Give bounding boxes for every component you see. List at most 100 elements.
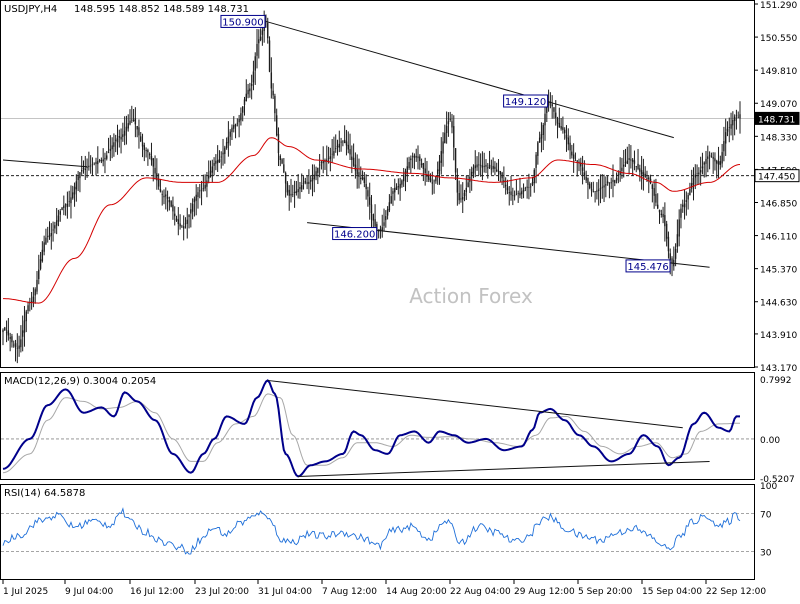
candle-body <box>199 190 201 192</box>
candle-body <box>186 219 188 224</box>
candle-body <box>288 189 290 196</box>
candle-body <box>707 156 709 159</box>
candle-body <box>406 166 408 174</box>
candle-body <box>132 119 135 121</box>
candle-body <box>410 158 412 161</box>
candle-body <box>202 188 205 190</box>
candle-body <box>667 236 670 252</box>
candle-body <box>624 162 627 163</box>
candle-body <box>540 134 543 139</box>
time-tick-label: 5 Sep 20:00 <box>578 587 633 597</box>
candle-body <box>61 207 63 210</box>
candle-body <box>293 191 296 194</box>
candle-body <box>440 151 442 163</box>
candle-body <box>218 159 221 163</box>
candle-body <box>89 165 92 167</box>
candle-body <box>660 213 662 215</box>
candle-body <box>36 279 38 292</box>
macd-tick-label: 0.00 <box>760 436 780 446</box>
candle-body <box>318 164 321 166</box>
candle-body <box>358 172 360 178</box>
candle-body <box>95 161 97 165</box>
candle-body <box>474 165 476 169</box>
candle-body <box>472 167 475 174</box>
candle-body <box>599 188 602 190</box>
candle-body <box>27 305 29 312</box>
current-price-label: 148.731 <box>758 115 795 125</box>
candle-body <box>578 161 580 164</box>
candle-body <box>64 204 67 206</box>
price-tick-label: 150.550 <box>760 34 797 44</box>
candle-body <box>2 329 4 333</box>
time-tick-label: 9 Jul 04:00 <box>65 587 114 597</box>
candle-body <box>728 127 730 128</box>
candle-body <box>122 134 124 137</box>
candle-body <box>342 141 344 143</box>
candle-body <box>687 195 689 200</box>
candle-body <box>530 186 532 188</box>
candle-body <box>211 166 213 173</box>
candle-body <box>175 218 178 221</box>
candle-body <box>621 167 623 171</box>
candle-body <box>16 347 19 349</box>
candle-body <box>623 164 625 167</box>
candle-body <box>556 118 559 124</box>
candle-body <box>419 156 421 162</box>
candle-body <box>701 166 704 169</box>
candle-body <box>682 204 684 207</box>
candle-body <box>657 204 659 209</box>
candle-body <box>145 150 147 152</box>
candle-body <box>365 183 367 189</box>
candle-body <box>356 169 358 175</box>
candle-body <box>125 126 128 131</box>
candle-body <box>63 205 65 209</box>
candle-body <box>383 222 385 226</box>
time-tick-label: 22 Sep 12:00 <box>706 587 766 597</box>
candle-body <box>501 172 503 179</box>
candle-body <box>123 130 126 136</box>
candle-body <box>730 124 732 129</box>
candle-body <box>642 172 645 177</box>
candle-body <box>605 184 607 186</box>
candle-body <box>243 99 246 105</box>
candle-body <box>696 173 698 174</box>
candle-body <box>496 169 498 172</box>
candle-body <box>658 209 661 213</box>
candle-body <box>553 107 555 112</box>
candle-body <box>442 141 444 154</box>
candle-body <box>93 162 95 164</box>
candle-body <box>451 121 453 128</box>
candle-body <box>32 296 35 303</box>
candle-body <box>490 168 493 170</box>
macd-tick-label: -0.5207 <box>760 475 795 485</box>
candle-body <box>354 164 357 171</box>
candle-body <box>220 156 222 158</box>
rsi-title: RSI(14) 64.5878 <box>4 488 85 499</box>
candle-body <box>43 242 45 252</box>
candle-body <box>733 116 736 122</box>
candle-body <box>66 203 69 208</box>
candle-body <box>651 184 654 189</box>
main-panel-frame <box>0 0 755 368</box>
time-tick-label: 22 Aug 04:00 <box>450 587 511 597</box>
candle-body <box>714 158 716 162</box>
candle-body <box>270 72 273 89</box>
candle-body <box>689 189 691 196</box>
candle-body <box>524 188 527 190</box>
candle-body <box>166 197 169 199</box>
candle-body <box>478 164 480 166</box>
candle-body <box>100 160 103 162</box>
candle-body <box>662 213 664 218</box>
candle-body <box>581 167 584 171</box>
candle-body <box>447 121 450 125</box>
candle-body <box>367 190 369 197</box>
time-tick-label: 15 Sep 04:00 <box>642 587 702 597</box>
candle-body <box>587 178 589 185</box>
candle-body <box>462 196 464 200</box>
candle-body <box>352 157 355 166</box>
candle-body <box>563 129 566 134</box>
candle-body <box>619 171 621 176</box>
candle-body <box>458 193 460 201</box>
price-tick-label: 144.630 <box>760 299 797 309</box>
